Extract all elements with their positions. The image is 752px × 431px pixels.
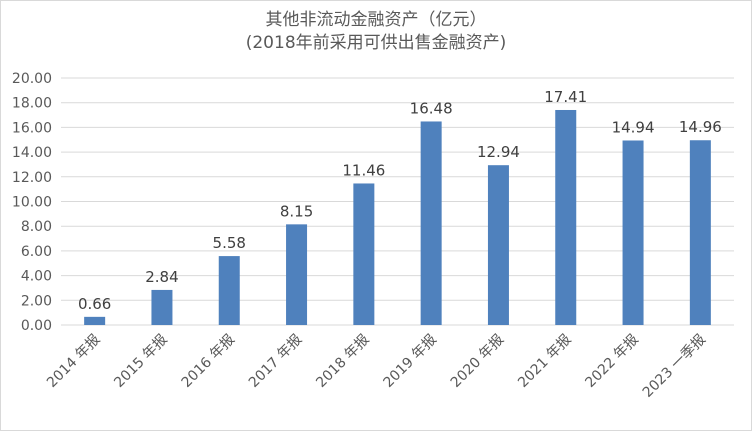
x-tick-label: 2015 年报 — [111, 332, 170, 391]
data-label: 12.94 — [477, 143, 520, 161]
y-tick-label: 10.00 — [12, 195, 52, 211]
bar — [84, 316, 106, 325]
bar — [218, 256, 240, 325]
data-label: 16.48 — [410, 99, 453, 117]
x-tick-label: 2016 年报 — [179, 332, 238, 391]
y-tick-label: 20.00 — [12, 71, 52, 87]
data-label: 2.84 — [145, 268, 178, 286]
bar — [151, 289, 173, 325]
data-labels: 0.66 2.84 5.58 8.15 11.46 16.48 12.94 17.41 14.9… — [78, 88, 722, 313]
data-label: 14.96 — [679, 118, 722, 136]
chart-subtitle: (2018年前采用可供出售金融资产) — [245, 33, 507, 53]
data-label: 0.66 — [78, 295, 111, 313]
bar — [420, 121, 442, 325]
data-label: 14.94 — [612, 118, 655, 136]
x-tick-label: 2019 年报 — [381, 332, 440, 391]
y-tick-label: 8.00 — [21, 219, 52, 235]
x-tick-label: 2023 一季报 — [640, 332, 709, 401]
y-tick-label: 12.00 — [12, 170, 52, 186]
x-tick-label: 2017 年报 — [246, 332, 305, 391]
bar — [555, 109, 577, 325]
y-tick-label: 6.00 — [21, 244, 52, 260]
bar — [622, 140, 644, 325]
data-label: 17.41 — [544, 88, 587, 106]
x-tick-label: 2018 年报 — [313, 332, 372, 391]
x-tick-label: 2021 年报 — [515, 332, 574, 391]
y-axis: 0.00 2.00 4.00 6.00 8.00 10.00 12.00 14.00 16.00… — [12, 71, 52, 334]
y-tick-label: 18.00 — [12, 96, 52, 112]
bar — [689, 140, 711, 325]
y-tick-label: 4.00 — [21, 269, 52, 285]
chart-title: 其他非流动金融资产（亿元） — [265, 10, 487, 30]
y-tick-label: 16.00 — [12, 120, 52, 136]
data-label: 5.58 — [213, 234, 246, 252]
x-axis: 2014 年报 2015 年报 2016 年报 2017 年报 2018 年报 2019 … — [44, 332, 709, 401]
data-label: 8.15 — [280, 202, 313, 220]
gridlines — [61, 77, 734, 326]
bar — [487, 165, 509, 325]
bars — [84, 109, 711, 325]
bar — [353, 183, 375, 325]
bar — [286, 224, 308, 325]
y-tick-label: 14.00 — [12, 145, 52, 161]
x-tick-label: 2022 年报 — [582, 332, 641, 391]
y-tick-label: 2.00 — [21, 293, 52, 309]
x-tick-label: 2014 年报 — [44, 332, 103, 391]
x-tick-label: 2020 年报 — [448, 332, 507, 391]
y-tick-label: 0.00 — [21, 318, 52, 334]
data-label: 11.46 — [342, 161, 385, 179]
